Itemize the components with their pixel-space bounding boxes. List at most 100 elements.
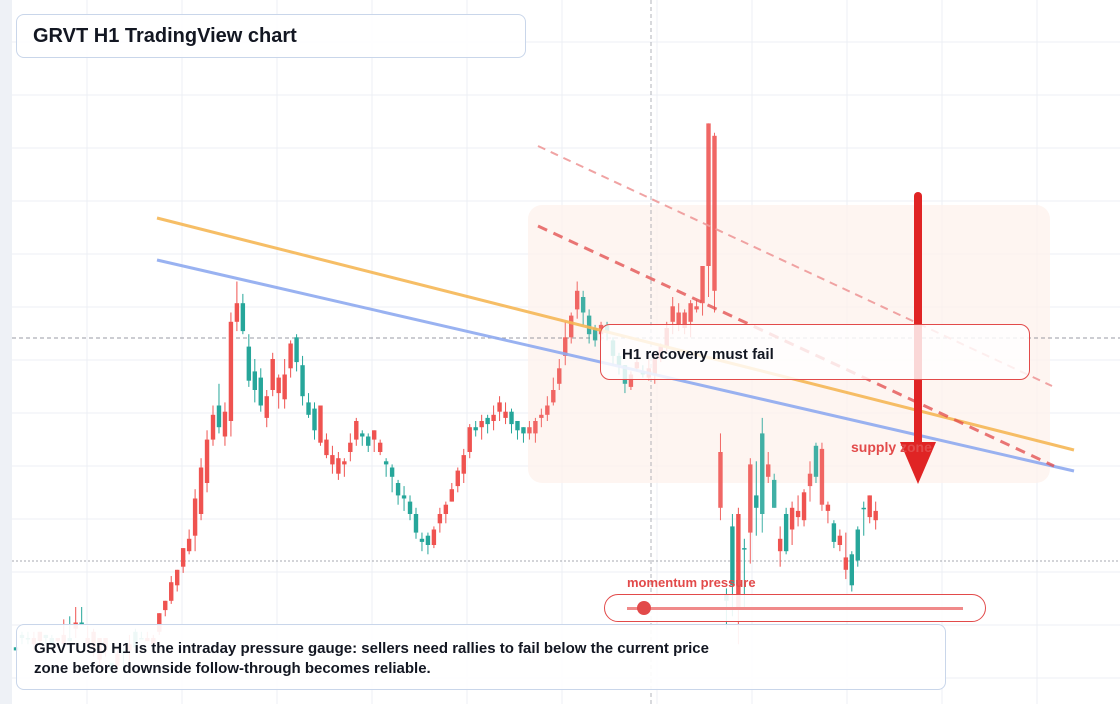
candle (240, 293, 246, 335)
candle (300, 355, 305, 406)
candle-body (449, 489, 455, 502)
candle-body (754, 495, 759, 508)
candle-body (688, 303, 693, 322)
candle (222, 402, 228, 446)
callout-box: H1 recovery must fail (600, 324, 1030, 380)
candle (276, 374, 281, 409)
candle (180, 548, 186, 573)
candle (819, 442, 825, 511)
candle-body (867, 495, 872, 518)
candle (360, 430, 365, 446)
candle-body (336, 458, 341, 474)
candle-body (300, 365, 305, 397)
candle (443, 501, 449, 524)
candle-body (163, 600, 168, 611)
candle (521, 427, 526, 443)
candle (246, 334, 252, 387)
supply-zone-label: supply zone (851, 439, 932, 455)
candle-body (324, 439, 329, 456)
candle (873, 501, 878, 530)
red-dashed-trendline[interactable] (537, 224, 1055, 468)
candle-body (198, 467, 204, 514)
candle (186, 529, 192, 555)
candle-body (539, 414, 544, 418)
candle (383, 458, 389, 477)
momentum-gauge (604, 594, 986, 622)
candle-body (186, 538, 192, 552)
candle-body (79, 622, 84, 624)
candle (336, 452, 341, 480)
candle (437, 507, 443, 533)
candle (706, 123, 711, 297)
candle-body (216, 405, 222, 428)
candle-body (521, 427, 526, 434)
candle (491, 405, 496, 431)
candle (389, 464, 395, 493)
candle (372, 430, 377, 452)
candle (545, 396, 550, 421)
candle-body (718, 452, 723, 508)
candle-body (395, 483, 401, 496)
candle-body (533, 421, 538, 434)
candle (366, 433, 371, 452)
candle (497, 396, 502, 421)
candle-body (354, 421, 359, 440)
candle (861, 501, 866, 536)
candle-body (515, 421, 520, 431)
candle (228, 312, 234, 437)
candle-body (849, 554, 854, 586)
candle-body (783, 514, 789, 552)
candle-body (795, 510, 801, 518)
candle-body (706, 123, 711, 267)
candle (455, 467, 460, 493)
candle-body (503, 411, 508, 418)
down-arrow-icon (900, 442, 936, 484)
candle (777, 526, 783, 567)
candle-body (234, 303, 240, 322)
candle-body (479, 421, 484, 428)
candle (551, 377, 556, 406)
callout-text: H1 recovery must fail (622, 346, 774, 363)
candle (461, 448, 466, 483)
candle-body (491, 414, 496, 421)
candle-body (330, 455, 335, 465)
candle-body (372, 430, 377, 440)
candle (574, 281, 580, 319)
left-scroll-strip[interactable] (0, 0, 12, 704)
candle-body (485, 417, 490, 425)
candle (270, 352, 275, 397)
candle (509, 408, 514, 434)
candle-body (401, 495, 407, 499)
candle (204, 430, 210, 493)
candle (401, 486, 407, 511)
candle-body (509, 411, 514, 425)
candle-body (192, 498, 198, 536)
candle-body (742, 548, 747, 550)
candle-body (682, 312, 687, 328)
candle-body (282, 374, 287, 400)
candle-body (204, 439, 210, 483)
candle (795, 495, 801, 527)
candle-body (569, 315, 574, 338)
candle (503, 402, 508, 425)
candle-body (467, 427, 472, 452)
candle-body (748, 464, 753, 533)
gauge-marker (636, 601, 651, 615)
candle-body (210, 414, 216, 440)
candle (324, 433, 329, 459)
candle (216, 383, 222, 434)
candle (174, 569, 180, 592)
candle-body (831, 523, 837, 542)
candle-body (258, 377, 263, 406)
candle (813, 442, 819, 483)
candle (694, 300, 699, 313)
candle (479, 414, 484, 440)
candle-body (431, 529, 437, 545)
candle (718, 433, 723, 521)
light-red-dashed-trendline[interactable] (537, 145, 1053, 387)
candle (801, 489, 807, 527)
candle-body (563, 337, 568, 356)
candle (449, 483, 455, 502)
